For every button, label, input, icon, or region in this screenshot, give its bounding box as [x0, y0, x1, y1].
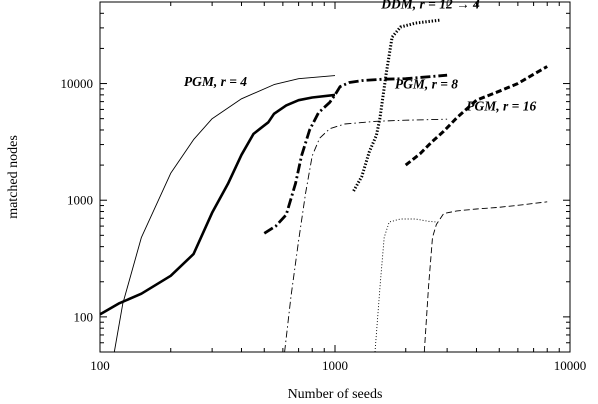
- annotation-label: PGM, r = 4: [184, 74, 247, 89]
- series-line-thick-dashdot: [263, 73, 448, 235]
- ticks-layer: 100 1000 10000 100 1000 10000: [61, 1, 587, 373]
- x-tick-label: 1000: [322, 358, 348, 373]
- y-axis-label: matched nodes: [6, 135, 21, 219]
- annotation-label: PGM, r = 8: [395, 76, 458, 91]
- series-line-thin-solid: [113, 75, 336, 353]
- plot-frame: [99, 1, 571, 353]
- series-line-thick-dashed: [404, 65, 548, 167]
- y-tick-label: 1000: [67, 193, 93, 208]
- series-line-thick-dotted: [352, 18, 441, 192]
- series-line-thick-solid: [99, 93, 336, 316]
- series-layer: [99, 18, 548, 353]
- y-tick-label: 100: [74, 309, 94, 324]
- x-tick-label: 100: [90, 358, 110, 373]
- series-line-thin-dashed: [423, 201, 548, 353]
- y-tick-label: 10000: [61, 76, 94, 91]
- series-line-thin-dotted: [374, 218, 437, 353]
- annotation-label: PGM, r = 16: [466, 98, 536, 113]
- annotation-label: DDM, r = 12 → 4: [380, 0, 480, 11]
- x-axis-label: Number of seeds: [288, 387, 383, 402]
- series-line-thin-dashdot: [284, 118, 448, 353]
- x-tick-label: 10000: [554, 358, 587, 373]
- annotations-layer: PGM, r = 4 PGM, r = 8 PGM, r = 16 DDM, r = …: [184, 0, 537, 113]
